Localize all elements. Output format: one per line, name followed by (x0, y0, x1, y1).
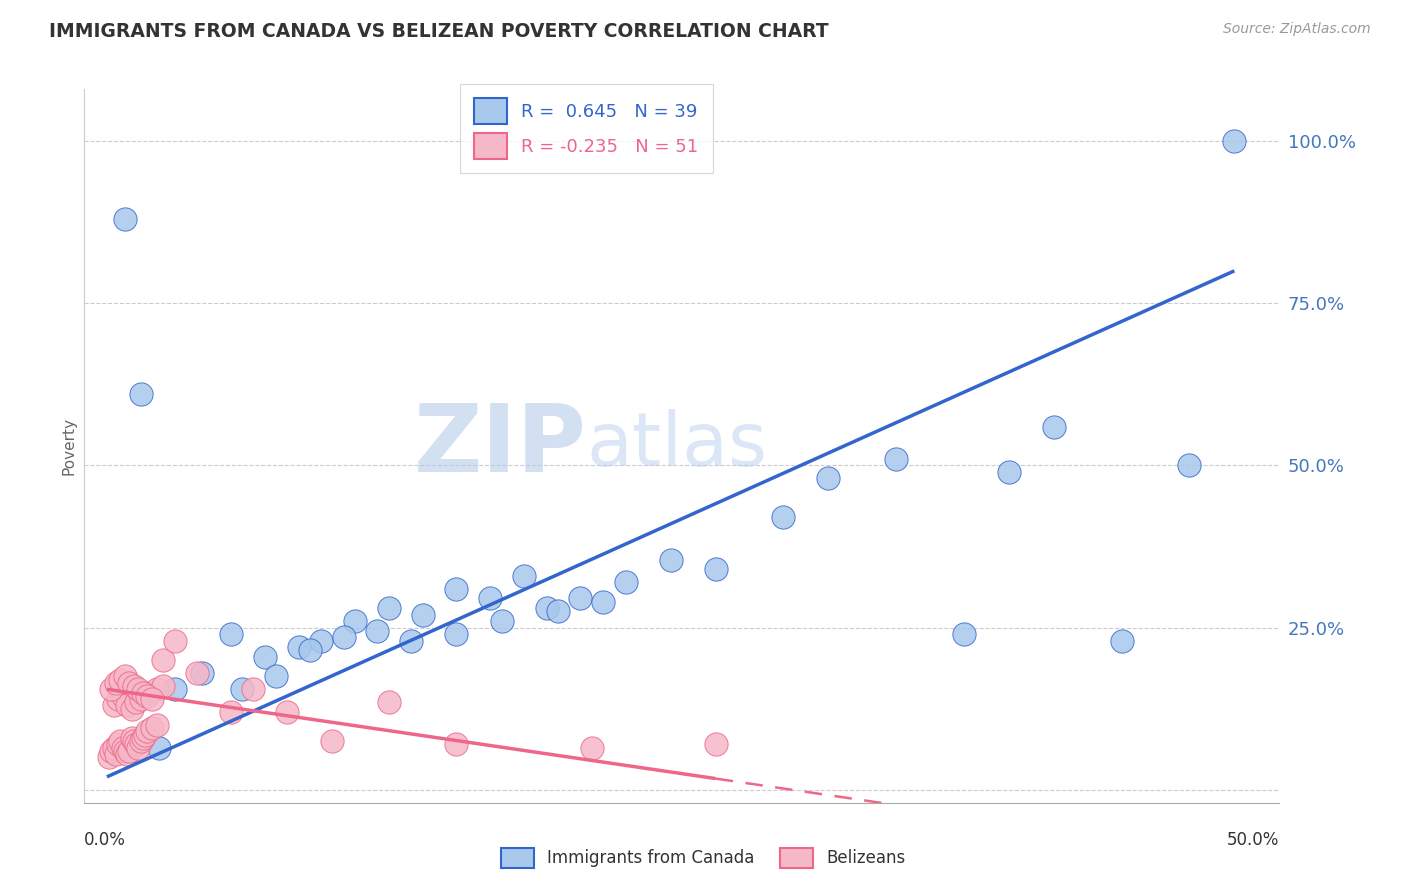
Point (136, 724, 159, 739)
Point (343, 614, 366, 628)
Point (107, 692, 129, 706)
Point (122, 679, 145, 693)
Point (321, 734, 343, 748)
Point (772, 510, 794, 524)
Point (129, 734, 152, 748)
Point (145, 718, 167, 732)
Point (366, 624, 388, 638)
Point (141, 692, 163, 706)
Point (479, 591, 502, 606)
Point (491, 614, 513, 628)
Point (401, 633, 423, 648)
Point (446, 627, 468, 641)
Point (952, 627, 974, 641)
Point (998, 465, 1021, 479)
Point (136, 689, 159, 703)
Text: ZIP: ZIP (413, 400, 586, 492)
Point (100, 682, 122, 697)
Point (287, 640, 309, 654)
Point (276, 705, 298, 719)
Point (884, 452, 907, 467)
Point (704, 562, 727, 576)
Point (378, 601, 401, 615)
Point (115, 698, 138, 713)
Point (163, 682, 186, 697)
Point (614, 575, 637, 590)
Point (114, 669, 136, 683)
Legend: Immigrants from Canada, Belizeans: Immigrants from Canada, Belizeans (494, 841, 912, 875)
Point (332, 631, 354, 645)
Point (163, 633, 186, 648)
Point (659, 552, 682, 566)
Point (110, 673, 132, 687)
Point (111, 689, 134, 703)
Point (104, 747, 127, 761)
Point (547, 604, 569, 618)
Point (121, 702, 143, 716)
Point (190, 666, 212, 681)
Point (298, 643, 321, 657)
Point (446, 582, 468, 596)
Point (148, 740, 170, 755)
Point (127, 740, 149, 755)
Point (114, 211, 136, 226)
Point (513, 568, 536, 582)
Text: IMMIGRANTS FROM CANADA VS BELIZEAN POVERTY CORRELATION CHART: IMMIGRANTS FROM CANADA VS BELIZEAN POVER… (49, 22, 828, 41)
Point (115, 747, 138, 761)
Point (186, 666, 208, 681)
Text: 50.0%: 50.0% (1227, 831, 1279, 849)
Point (253, 649, 276, 664)
Point (1223, 134, 1246, 148)
Point (104, 675, 127, 690)
Text: 0.0%: 0.0% (84, 831, 127, 849)
Point (107, 738, 129, 752)
Point (114, 744, 136, 758)
Point (132, 731, 155, 745)
Point (581, 740, 603, 755)
Point (141, 721, 163, 735)
Point (134, 728, 156, 742)
Point (219, 705, 242, 719)
Point (125, 695, 148, 709)
Point (446, 738, 468, 752)
Y-axis label: Poverty: Poverty (60, 417, 76, 475)
Point (152, 653, 174, 667)
Point (145, 682, 167, 697)
Point (264, 669, 287, 683)
Point (1043, 419, 1066, 434)
Point (122, 734, 145, 748)
Point (98, 750, 121, 764)
Point (136, 685, 159, 699)
Point (118, 744, 141, 758)
Point (704, 738, 727, 752)
Point (569, 591, 592, 606)
Point (103, 740, 125, 755)
Point (129, 387, 152, 401)
Point (110, 734, 132, 748)
Point (127, 682, 149, 697)
Point (111, 740, 134, 755)
Point (817, 471, 839, 485)
Point (242, 682, 264, 697)
Point (132, 685, 155, 699)
Point (231, 682, 253, 697)
Point (378, 695, 401, 709)
Point (129, 692, 152, 706)
Point (536, 601, 558, 615)
Point (1111, 633, 1133, 648)
Point (412, 607, 434, 622)
Legend: R =  0.645   N = 39, R = -0.235   N = 51: R = 0.645 N = 39, R = -0.235 N = 51 (460, 84, 713, 173)
Point (219, 627, 242, 641)
Point (309, 633, 332, 648)
Text: Source: ZipAtlas.com: Source: ZipAtlas.com (1223, 22, 1371, 37)
Point (152, 679, 174, 693)
Point (121, 731, 143, 745)
Point (125, 738, 148, 752)
Text: atlas: atlas (586, 409, 768, 483)
Point (592, 595, 614, 609)
Point (100, 744, 122, 758)
Point (103, 698, 125, 713)
Point (118, 675, 141, 690)
Point (1178, 458, 1201, 473)
